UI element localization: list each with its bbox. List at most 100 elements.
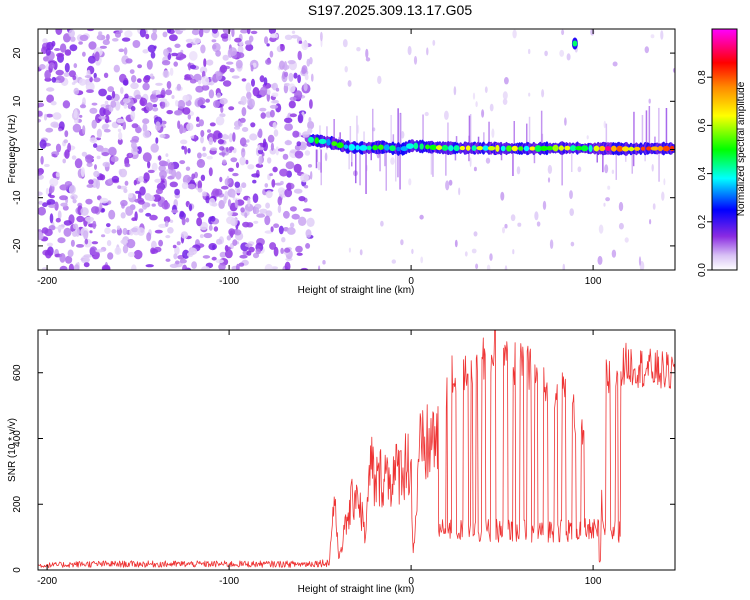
- heatmap-cell: [92, 220, 97, 230]
- heatmap-cell: [273, 246, 279, 257]
- heatmap-cell: [471, 248, 477, 254]
- spectrogram-x-ticks: -200 -100 0 100: [37, 29, 602, 287]
- heatmap-cell: [164, 220, 169, 227]
- heatmap-cell: [231, 29, 235, 38]
- heatmap-cell: [135, 94, 142, 100]
- snr-y-tick-label: 600: [12, 364, 23, 381]
- heatmap-cell: [293, 188, 303, 194]
- spectrogram-x-label: Height of straight line (km): [298, 285, 415, 296]
- heatmap-cell: [222, 54, 229, 61]
- heatmap-cell: [326, 138, 331, 146]
- heatmap-cell: [605, 123, 608, 150]
- heatmap-cell: [491, 128, 495, 138]
- heatmap-cell: [307, 164, 313, 168]
- heatmap-cell: [577, 166, 582, 173]
- heatmap-cell: [287, 60, 296, 65]
- heatmap-cell: [70, 239, 75, 247]
- heatmap-cell: [94, 164, 97, 170]
- heatmap-cell: [303, 208, 312, 212]
- heatmap-cell: [445, 149, 447, 176]
- heatmap-cell: [88, 179, 94, 185]
- heatmap-cell: [228, 146, 235, 151]
- heatmap-cell: [390, 115, 392, 150]
- heatmap-cell: [657, 145, 664, 152]
- heatmap-cell: [275, 146, 279, 156]
- heatmap-cell: [245, 82, 252, 93]
- heatmap-cell: [68, 29, 75, 38]
- heatmap-cell: [377, 75, 382, 85]
- heatmap-cell: [150, 143, 159, 153]
- heatmap-cell: [297, 113, 304, 124]
- heatmap-cell: [147, 44, 156, 53]
- heatmap-cell: [226, 216, 235, 225]
- heatmap-cell: [166, 81, 172, 89]
- heatmap-cell: [197, 99, 204, 107]
- heatmap-cell: [278, 225, 284, 235]
- heatmap-cell: [104, 227, 111, 234]
- heatmap-cell: [484, 86, 488, 93]
- heatmap-cell: [167, 227, 174, 234]
- heatmap-cell: [89, 107, 98, 114]
- heatmap-cell: [142, 123, 148, 133]
- heatmap-cell: [651, 164, 654, 172]
- heatmap-cell: [281, 237, 286, 243]
- heatmap-cell: [487, 146, 496, 151]
- heatmap-cell: [399, 149, 401, 190]
- heatmap-cell: [104, 114, 110, 124]
- heatmap-cell: [244, 243, 253, 248]
- heatmap-cell: [82, 51, 86, 57]
- heatmap-cell: [315, 149, 318, 169]
- heatmap-cell: [159, 134, 166, 138]
- heatmap-cell: [309, 99, 313, 109]
- heatmap-cell: [137, 199, 145, 205]
- heatmap-cell: [220, 33, 229, 39]
- heatmap-cell: [142, 130, 151, 139]
- heatmap-cell: [256, 213, 266, 218]
- heatmap-cell: [45, 48, 51, 56]
- heatmap-cell: [106, 240, 112, 247]
- heatmap-cell: [305, 229, 312, 238]
- heatmap-cell: [62, 158, 66, 164]
- spectrogram-y-tick-label: 0: [12, 146, 23, 152]
- heatmap-cell: [76, 244, 84, 248]
- heatmap-cell: [63, 72, 70, 77]
- heatmap-cell: [155, 82, 163, 86]
- heatmap-cell: [209, 122, 216, 127]
- heatmap-cell: [289, 222, 295, 228]
- heatmap-cell: [108, 146, 117, 155]
- heatmap-cell: [159, 170, 167, 179]
- heatmap-cell: [52, 123, 60, 128]
- heatmap-cell: [64, 49, 72, 56]
- heatmap-cell: [142, 82, 150, 91]
- heatmap-cell: [241, 127, 249, 132]
- heatmap-cell: [638, 256, 642, 266]
- heatmap-cell: [182, 94, 190, 102]
- heatmap-cell: [56, 52, 65, 58]
- heatmap-cell: [264, 183, 269, 188]
- snr-x-ticks: -200 -100 0 100: [37, 330, 602, 587]
- heatmap-cell: [139, 97, 148, 107]
- heatmap-cell: [169, 181, 178, 188]
- heatmap-cell: [252, 62, 257, 68]
- heatmap-cell: [347, 80, 352, 87]
- heatmap-cell: [72, 123, 82, 133]
- heatmap-cell: [542, 200, 547, 210]
- heatmap-cell: [124, 93, 129, 100]
- heatmap-cell: [58, 128, 63, 132]
- heatmap-cell: [411, 248, 414, 255]
- heatmap-cell: [641, 115, 644, 150]
- heatmap-cell: [121, 37, 131, 42]
- heatmap-cell: [189, 78, 197, 84]
- heatmap-cell: [151, 162, 158, 172]
- heatmap-cell: [46, 201, 52, 206]
- heatmap-cell: [171, 52, 179, 57]
- heatmap-cell: [244, 212, 248, 219]
- heatmap-cell: [234, 229, 242, 236]
- heatmap-cell: [297, 50, 302, 61]
- heatmap-cell: [658, 149, 660, 182]
- heatmap-cell: [173, 110, 183, 116]
- heatmap-cell: [124, 30, 133, 38]
- heatmap-cell: [168, 169, 172, 175]
- heatmap-cell: [233, 120, 243, 128]
- heatmap-cell: [201, 76, 210, 86]
